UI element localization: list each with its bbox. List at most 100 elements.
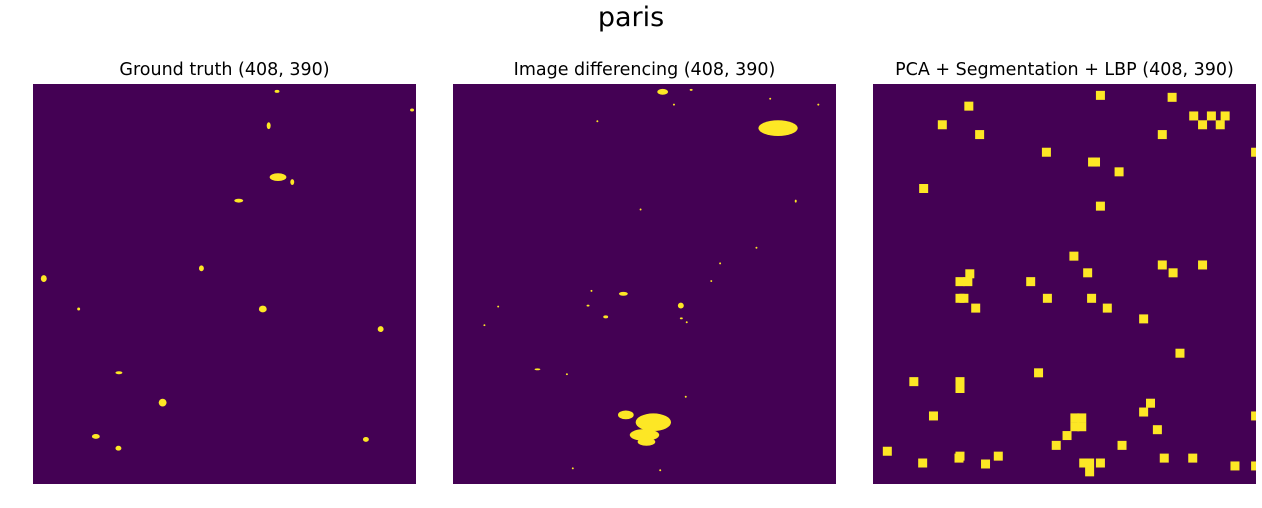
change-cell-8 <box>937 120 947 130</box>
change-cell-10 <box>1157 130 1167 140</box>
change-cell-7 <box>1215 120 1225 130</box>
change-cell-27 <box>1042 293 1052 303</box>
change-region-3 <box>269 173 287 182</box>
change-region-15 <box>586 304 590 307</box>
change-cell-37 <box>955 377 965 387</box>
panel-title-ground-truth: Ground truth (408, 390) <box>119 60 330 80</box>
panel-title-pca-segmentation-lbp: PCA + Segmentation + LBP (408, 390) <box>895 60 1234 80</box>
change-cell-29 <box>955 293 965 303</box>
change-cell-38 <box>1146 398 1156 408</box>
change-cell-18 <box>1069 251 1079 261</box>
panel-title-image-differencing: Image differencing (408, 390) <box>513 60 776 80</box>
change-region-15 <box>362 436 369 442</box>
change-cell-46 <box>1070 422 1080 432</box>
change-cell-26 <box>1168 268 1178 278</box>
change-cell-53 <box>993 451 1003 461</box>
change-cell-2 <box>964 101 974 111</box>
change-region-0 <box>274 89 280 93</box>
change-cell-32 <box>971 303 981 313</box>
change-cell-6 <box>1198 120 1208 130</box>
change-region-14 <box>497 305 500 308</box>
change-region-22 <box>565 373 568 376</box>
change-cell-35 <box>1034 368 1044 378</box>
change-cell-0 <box>1095 90 1105 100</box>
change-region-23 <box>684 395 687 398</box>
change-cell-14 <box>1091 157 1101 167</box>
change-region-12 <box>158 398 167 407</box>
change-cell-36 <box>909 377 919 387</box>
change-cell-58 <box>1159 453 1169 463</box>
change-cell-16 <box>919 184 929 193</box>
map-background <box>873 84 1256 484</box>
change-cell-34 <box>1175 348 1185 358</box>
change-cell-45 <box>1077 413 1087 423</box>
change-cell-24 <box>963 277 973 287</box>
change-region-8 <box>258 305 267 313</box>
change-region-10 <box>377 326 384 333</box>
change-region-8 <box>639 208 642 211</box>
change-cell-31 <box>1102 303 1112 313</box>
change-cell-61 <box>1085 467 1095 477</box>
change-region-12 <box>618 291 628 296</box>
change-cell-1 <box>1167 92 1177 102</box>
change-cell-20 <box>1157 260 1167 270</box>
change-cell-4 <box>1189 111 1199 121</box>
change-region-18 <box>679 317 683 320</box>
change-cell-42 <box>928 411 938 421</box>
change-cell-15 <box>1114 167 1124 177</box>
change-region-9 <box>755 246 758 249</box>
change-cell-62 <box>1095 458 1105 468</box>
change-cell-11 <box>1251 147 1256 157</box>
change-region-14 <box>115 445 122 451</box>
change-cell-22 <box>955 277 965 287</box>
change-region-13 <box>91 434 100 439</box>
change-cell-50 <box>1117 440 1127 450</box>
change-region-1 <box>689 88 693 91</box>
change-cell-19 <box>1083 268 1093 278</box>
change-region-20 <box>483 324 486 327</box>
change-cell-48 <box>1062 431 1072 441</box>
change-cell-55 <box>955 451 965 461</box>
change-region-11 <box>710 280 713 283</box>
change-cell-17 <box>1095 201 1105 211</box>
change-cell-23 <box>965 269 975 279</box>
change-region-2 <box>266 122 271 130</box>
change-region-27 <box>637 437 656 446</box>
change-region-4 <box>290 179 295 185</box>
change-cell-39 <box>955 384 965 393</box>
change-cell-41 <box>1139 407 1149 417</box>
change-region-13 <box>590 289 593 292</box>
change-region-3 <box>672 103 675 106</box>
change-region-10 <box>719 262 722 265</box>
change-region-17 <box>677 302 684 309</box>
map-background <box>33 84 416 484</box>
figure-title: paris <box>597 2 665 33</box>
pca-segmentation-lbp-map <box>873 84 1256 484</box>
change-cell-63 <box>1230 461 1240 471</box>
change-region-28 <box>571 467 574 470</box>
change-cell-64 <box>1251 461 1256 471</box>
change-cell-12 <box>1041 147 1051 157</box>
change-cell-44 <box>1070 413 1080 423</box>
change-region-25 <box>635 413 672 432</box>
change-region-5 <box>596 120 599 123</box>
change-cell-9 <box>975 130 985 140</box>
change-cell-30 <box>1087 293 1097 303</box>
change-cell-33 <box>1139 314 1149 324</box>
change-region-4 <box>758 120 798 136</box>
change-region-29 <box>659 469 662 472</box>
change-cell-49 <box>1051 440 1061 450</box>
change-cell-43 <box>1251 411 1256 421</box>
change-cell-59 <box>1188 453 1198 463</box>
change-cell-60 <box>1085 458 1095 468</box>
change-region-2 <box>769 97 772 100</box>
change-region-0 <box>657 88 669 95</box>
change-region-1 <box>410 108 415 112</box>
change-region-24 <box>617 410 634 420</box>
ground-truth-map <box>33 84 416 484</box>
change-cell-54 <box>882 446 892 456</box>
change-region-21 <box>534 368 541 371</box>
change-cell-25 <box>1026 277 1036 287</box>
change-region-26 <box>629 429 660 441</box>
change-cell-40 <box>1152 425 1162 435</box>
